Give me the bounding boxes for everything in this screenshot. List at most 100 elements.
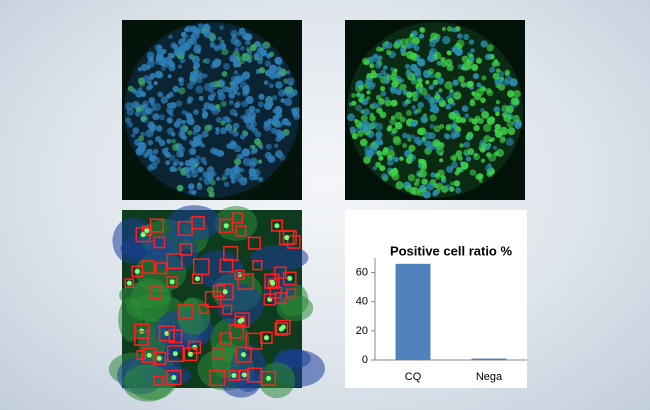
cell — [475, 88, 484, 97]
cell — [140, 131, 146, 137]
cell — [162, 149, 169, 156]
cell — [277, 131, 286, 140]
cell — [378, 155, 384, 161]
cell — [409, 33, 415, 38]
cell — [242, 71, 251, 80]
cell — [145, 148, 153, 156]
cell — [427, 68, 435, 75]
cell — [492, 72, 500, 80]
cell — [365, 77, 373, 85]
cell — [362, 120, 370, 127]
cell — [364, 145, 372, 154]
cell — [207, 94, 215, 102]
cell — [480, 40, 488, 48]
cell — [455, 187, 462, 194]
green-cell — [237, 318, 243, 324]
cell — [445, 104, 452, 110]
cell — [405, 91, 413, 99]
y-tick-label: 0 — [362, 354, 368, 366]
detection-box — [166, 253, 183, 270]
cell — [278, 154, 286, 161]
detection-box — [219, 258, 234, 273]
cell — [429, 114, 437, 122]
cell — [507, 90, 515, 98]
cell — [182, 135, 188, 141]
cell — [399, 38, 408, 47]
detection-box — [235, 346, 252, 363]
cell — [347, 113, 355, 122]
cell — [421, 136, 427, 141]
cell — [131, 133, 136, 138]
green-cell — [263, 335, 269, 341]
cell — [444, 184, 452, 191]
detection-box — [212, 347, 225, 359]
cell — [366, 96, 371, 101]
cell — [480, 158, 486, 163]
cell — [248, 124, 255, 131]
cell — [203, 161, 208, 166]
cell — [435, 91, 440, 96]
cell — [351, 93, 356, 98]
cell — [171, 138, 176, 144]
cell — [254, 41, 261, 47]
cell — [265, 143, 272, 150]
cell — [490, 137, 495, 142]
cell — [230, 179, 236, 184]
green-cell — [140, 232, 146, 238]
cell — [389, 86, 396, 92]
green-cell — [169, 279, 175, 285]
y-tick-label: 20 — [356, 325, 368, 337]
cell — [168, 154, 176, 162]
cell — [425, 80, 430, 85]
cell — [195, 76, 203, 84]
green-cell — [126, 280, 132, 286]
cell — [495, 99, 501, 105]
cell — [257, 159, 263, 164]
detection-box — [166, 276, 178, 288]
cell — [480, 97, 486, 103]
cell — [172, 161, 178, 167]
cell — [493, 151, 499, 157]
cell — [461, 65, 466, 71]
cell — [256, 141, 263, 148]
detection-box — [223, 246, 239, 262]
cell — [362, 108, 370, 116]
cell — [420, 115, 429, 124]
cell — [447, 97, 454, 105]
cell — [242, 157, 252, 166]
cell — [208, 191, 215, 198]
detection-box — [178, 304, 193, 319]
cell — [245, 95, 254, 105]
cell — [192, 130, 198, 136]
cell — [223, 181, 230, 188]
cell — [201, 111, 209, 118]
cell — [489, 66, 496, 73]
cell — [248, 115, 256, 124]
y-tick-label: 60 — [356, 266, 368, 278]
cell — [408, 153, 414, 160]
cell — [427, 145, 434, 152]
cell — [234, 47, 240, 52]
cell — [149, 156, 156, 162]
cell — [255, 49, 264, 58]
cell — [167, 52, 174, 59]
cell — [159, 57, 165, 62]
cell — [358, 97, 364, 103]
cell — [499, 126, 508, 136]
cell — [175, 100, 183, 107]
cell — [406, 134, 412, 140]
cell — [187, 130, 193, 136]
cell — [467, 148, 475, 155]
cell — [148, 84, 154, 90]
cell — [411, 105, 416, 110]
cell — [414, 92, 420, 98]
tissue — [167, 205, 221, 241]
cell — [457, 155, 463, 161]
chart: Positive cell ratio % 0 20 40 60 CQ Nega — [356, 243, 527, 383]
detection-box — [192, 273, 203, 285]
cell — [171, 143, 180, 152]
cell — [140, 63, 148, 72]
cell — [377, 55, 383, 61]
cell — [475, 57, 482, 64]
